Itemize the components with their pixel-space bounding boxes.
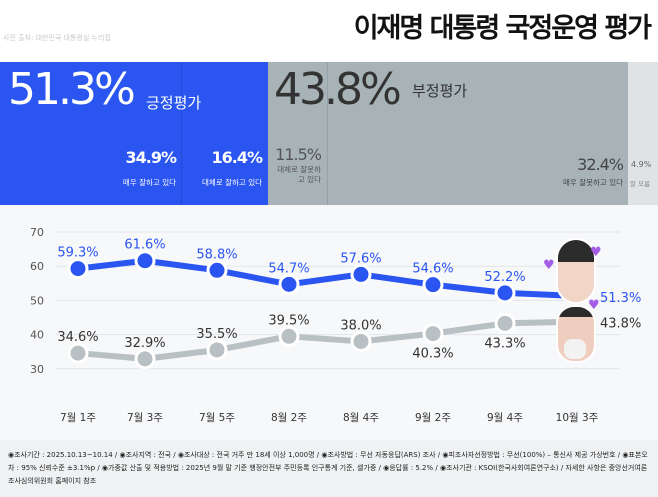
unknown-label: 잘 모름: [630, 180, 651, 188]
negative-point: [134, 348, 156, 370]
positive-data-label: 51.3%: [600, 291, 641, 306]
negative-panel: [268, 62, 628, 205]
x-tick-label: 10월 3주: [556, 412, 599, 424]
heart-icon: ♥: [590, 245, 602, 260]
negative-point: [422, 323, 444, 345]
x-tick-label: 9월 4주: [487, 412, 523, 424]
negative-data-label: 35.5%: [196, 327, 237, 342]
negative-divider: [327, 62, 328, 205]
president-covering-mouth-photo: [556, 305, 596, 363]
positive-total: 51.3%: [8, 64, 136, 115]
positive-data-label: 54.6%: [412, 262, 453, 277]
trend-chart: 70 60 50 40 30 7월 1주 7월 3주 7월 5주 8월 2주 8월 4주 9월 2주…: [30, 226, 641, 424]
positive-data-label: 61.6%: [124, 238, 165, 253]
x-tick-label: 7월 1주: [60, 412, 96, 424]
x-tick-label: 8월 4주: [343, 412, 379, 424]
negative-part-label: 대체로 잘못하고 있다: [277, 165, 321, 184]
negative-part-value: 11.5%: [275, 145, 322, 164]
negative-point: [350, 330, 372, 352]
negative-line: [77, 318, 578, 362]
positive-point: [134, 250, 156, 272]
positive-part-value: 16.4%: [211, 148, 263, 167]
positive-label: 긍정평가: [146, 94, 202, 112]
positive-divider: [181, 62, 182, 205]
positive-point: [206, 259, 228, 281]
positive-part-label: 매우 잘하고 있다: [122, 178, 176, 187]
positive-point: [350, 263, 372, 285]
negative-point: [67, 342, 89, 364]
y-tick-label: 50: [30, 294, 44, 307]
unknown-value: 4.9%: [631, 160, 652, 169]
x-tick-label: 9월 2주: [415, 412, 451, 424]
positive-data-label: 54.7%: [268, 261, 309, 276]
positive-panel: [0, 62, 268, 205]
positive-data-label: 59.3%: [57, 246, 98, 261]
positive-point: [422, 274, 444, 296]
survey-notes: ◉조사기간 : 2025.10.13~10.14 / ◉조사지역 : 전국 / …: [0, 440, 658, 497]
negative-point: [494, 312, 516, 334]
negative-part-label: 매우 잘못하고 있다: [563, 178, 623, 187]
positive-line: [77, 257, 578, 299]
positive-part-label: 대체로 잘하고 있다: [202, 178, 262, 187]
positive-data-label: 52.2%: [484, 270, 525, 285]
positive-point: [67, 258, 89, 280]
negative-data-label: 34.6%: [57, 330, 98, 345]
x-tick-label: 7월 5주: [199, 412, 235, 424]
heart-icon: ♥: [588, 298, 600, 313]
positive-part-value: 34.9%: [125, 148, 177, 167]
positive-point: [494, 282, 516, 304]
y-tick-label: 30: [30, 363, 44, 376]
negative-data-label: 39.5%: [268, 313, 309, 328]
unknown-panel: [628, 62, 658, 205]
negative-label: 부정평가: [412, 82, 468, 100]
photo-credit: 사진 출처: 대한민국 대통령실 누리집: [3, 34, 111, 42]
x-tick-label: 8월 2주: [271, 412, 307, 424]
negative-data-label: 32.9%: [124, 336, 165, 351]
negative-point: [278, 325, 300, 347]
negative-part-value: 32.4%: [577, 155, 624, 174]
positive-data-label: 57.6%: [340, 251, 381, 266]
x-tick-label: 7월 3주: [127, 412, 163, 424]
y-tick-label: 60: [30, 260, 44, 273]
y-tick-label: 70: [30, 226, 44, 239]
heart-icon: ♥: [543, 258, 555, 273]
positive-point: [278, 273, 300, 295]
negative-data-label: 38.0%: [340, 318, 381, 333]
negative-data-label: 43.3%: [484, 336, 525, 351]
page-title: 이재명 대통령 국정운영 평가: [353, 13, 652, 44]
negative-data-label: 40.3%: [412, 347, 453, 362]
positive-data-label: 58.8%: [196, 247, 237, 262]
negative-point: [206, 339, 228, 361]
president-smile-photo: [556, 238, 596, 304]
negative-total: 43.8%: [274, 64, 402, 115]
negative-data-label: 43.8%: [600, 317, 641, 332]
y-tick-label: 40: [30, 329, 44, 342]
